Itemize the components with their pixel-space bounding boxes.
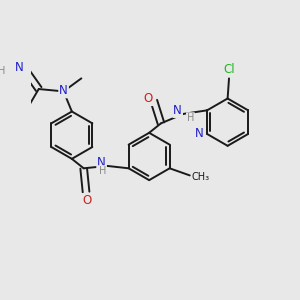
Text: O: O: [82, 194, 91, 207]
Text: N: N: [14, 61, 23, 74]
Text: N: N: [59, 84, 68, 97]
Text: H: H: [187, 113, 194, 123]
Text: H: H: [0, 66, 5, 76]
Text: Cl: Cl: [223, 63, 235, 76]
Text: H: H: [99, 166, 106, 176]
Text: N: N: [173, 104, 182, 117]
Text: CH₃: CH₃: [192, 172, 210, 182]
Text: O: O: [143, 92, 152, 105]
Text: N: N: [97, 156, 106, 169]
Text: N: N: [195, 127, 204, 140]
